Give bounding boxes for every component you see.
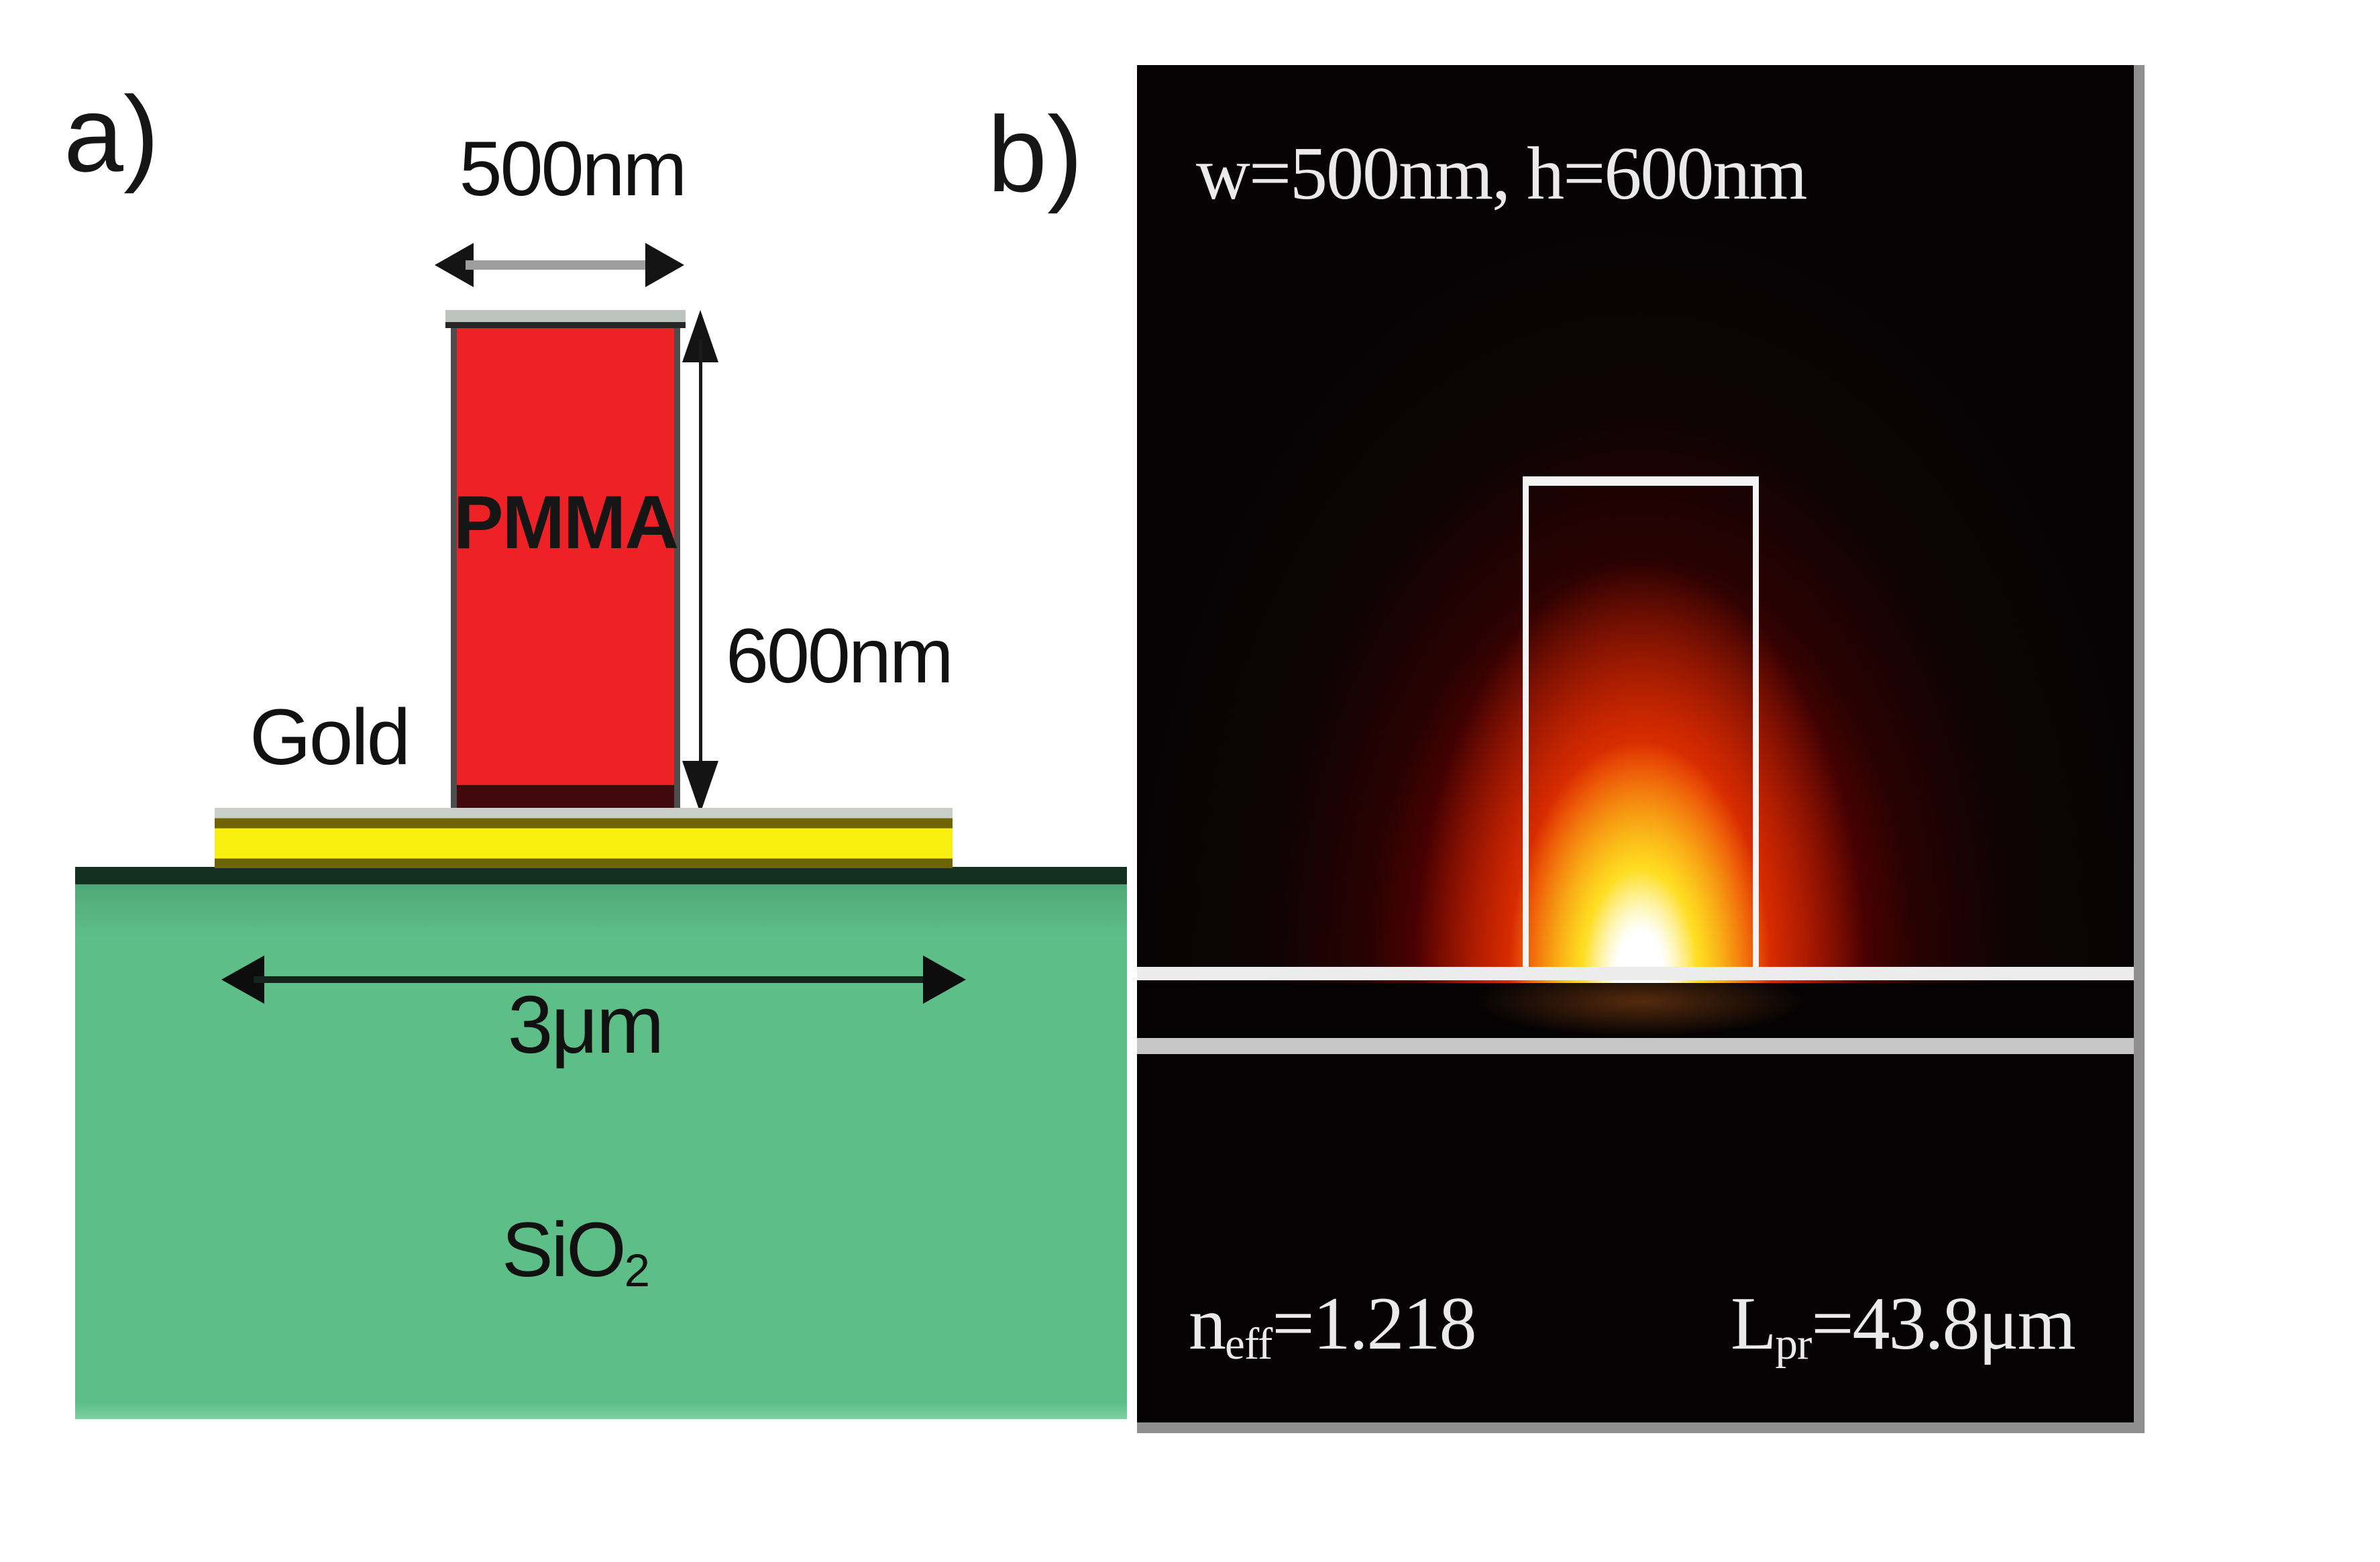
pmma-top-cap: [445, 310, 686, 322]
panel-a-label: a): [64, 74, 160, 194]
gold-label: Gold: [250, 693, 411, 782]
propagation-length-label: Lpr=43.8μm: [1731, 1286, 2076, 1369]
arrowhead-down-icon: [682, 761, 718, 813]
pmma-label: PMMA: [453, 480, 679, 564]
ridge-height-label: 600nm: [726, 613, 954, 699]
neff-value: =1.218: [1272, 1282, 1476, 1365]
gold-width-label: 3μm: [507, 979, 665, 1070]
ridge-outline: [1523, 476, 1759, 967]
lpr-subscript: pr: [1775, 1318, 1812, 1369]
pmma-bottom-edge: [457, 785, 674, 811]
ridge-width-label: 500nm: [459, 126, 688, 212]
gold-width-arrow: [221, 955, 966, 1004]
substrate-top-edge: [75, 867, 1127, 884]
gold-surface-line-bottom: [1137, 1038, 2134, 1054]
mode-dimensions-label: w=500nm, h=600nm: [1196, 132, 1807, 215]
neff-subscript: eff: [1225, 1318, 1273, 1369]
neff-symbol: n: [1189, 1282, 1226, 1365]
substrate-label-base: SiO: [501, 1207, 627, 1293]
panel-b-label: b): [987, 94, 1083, 214]
substrate-label-subscript: 2: [624, 1245, 650, 1297]
lpr-value: =43.8μm: [1811, 1282, 2075, 1365]
gold-film-region: [1137, 983, 2134, 1422]
arrow-shaft: [466, 260, 653, 270]
ridge-height-dim-line: [699, 339, 702, 772]
arrowhead-right-icon: [645, 243, 684, 287]
mode-simulation-panel: w=500nm, h=600nm neff=1.218 Lpr=43.8μm: [1137, 65, 2145, 1433]
pmma-ridge: [451, 328, 680, 811]
lpr-symbol: L: [1731, 1282, 1776, 1365]
pmma-top-edge: [445, 322, 686, 328]
arrow-shaft: [254, 976, 934, 983]
gold-strip: [215, 808, 953, 868]
ridge-width-arrow: [435, 243, 684, 287]
arrowhead-right-icon: [923, 955, 966, 1004]
substrate-label: SiO2: [441, 1212, 710, 1294]
gold-surface-line-top: [1137, 967, 2134, 980]
effective-index-label: neff=1.218: [1189, 1286, 1477, 1369]
